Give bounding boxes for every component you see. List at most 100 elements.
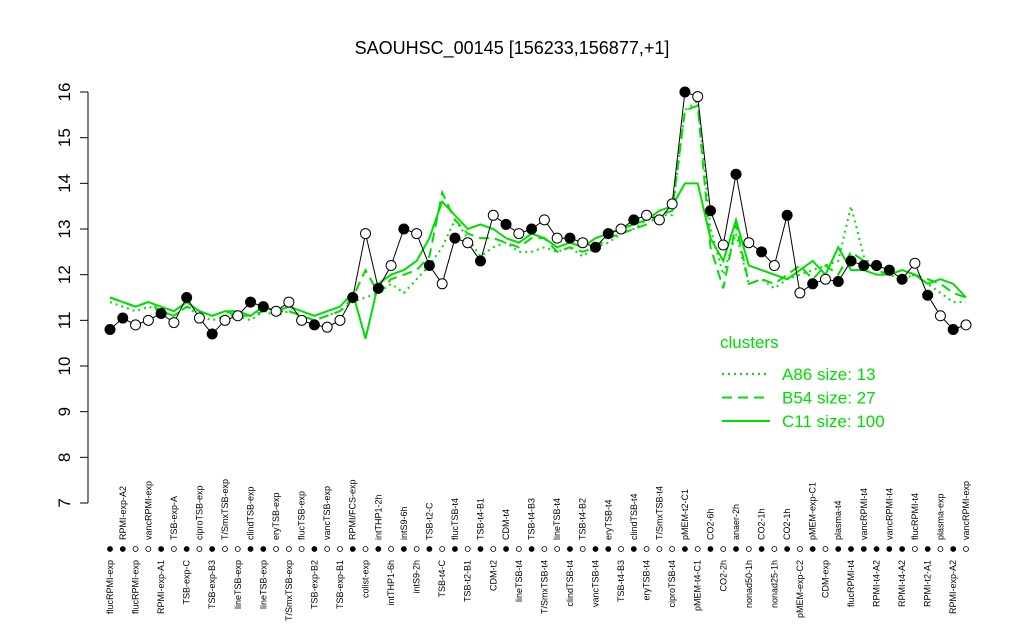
data-point xyxy=(283,296,295,308)
condition-dot xyxy=(196,546,203,552)
condition-label: plasma-exp xyxy=(935,493,945,540)
condition-dot xyxy=(860,546,867,552)
condition-label: CO2-2h xyxy=(718,560,728,592)
data-point xyxy=(347,292,359,303)
condition-label: lineTSB-t4 xyxy=(514,560,524,602)
data-point xyxy=(781,209,793,221)
condition-label: TSB-t4-B3 xyxy=(616,560,626,602)
legend-label: A86 size: 13 xyxy=(782,365,876,384)
y-tick-label: 16 xyxy=(55,83,74,102)
condition-dot xyxy=(362,546,369,552)
data-point xyxy=(845,255,857,267)
condition-label: ciproTSB-exp xyxy=(194,485,204,540)
condition-label: eryTSB-t4 xyxy=(603,499,613,540)
condition-label: RPMI-exp-A2 xyxy=(118,486,128,540)
condition-dot xyxy=(413,546,420,552)
condition-dot xyxy=(375,546,382,552)
data-point xyxy=(411,228,423,240)
condition-label: intS9-2h xyxy=(412,560,422,594)
condition-label: ciproTSB-t4 xyxy=(667,560,677,608)
data-point xyxy=(181,292,193,303)
condition-label: lineTSB-exp xyxy=(258,560,268,609)
data-point xyxy=(589,241,601,253)
condition-dot xyxy=(745,546,752,552)
condition-label: pMEM-exp-C2 xyxy=(795,560,805,618)
condition-label: lineTSB-t4 xyxy=(552,498,562,540)
condition-label: RPMI-t2-A1 xyxy=(923,560,933,607)
condition-label: RPMI-exp-A2 xyxy=(948,560,958,614)
condition-label: clindTSB-t4 xyxy=(629,493,639,540)
data-point xyxy=(743,237,755,249)
data-point xyxy=(168,317,180,329)
condition-dot xyxy=(669,546,676,552)
condition-dot xyxy=(835,546,842,552)
condition-label: CO2-6h xyxy=(705,508,715,540)
data-point xyxy=(219,314,231,326)
condition-dot xyxy=(784,546,791,552)
condition-label: plasma-t4 xyxy=(833,500,843,540)
data-point xyxy=(858,260,870,272)
data-point xyxy=(653,214,665,226)
condition-dot xyxy=(822,546,829,552)
data-point xyxy=(513,228,525,240)
cluster-line xyxy=(109,182,967,339)
condition-dot xyxy=(605,546,612,552)
condition-dot xyxy=(426,546,433,552)
condition-label: TSB-exp-A xyxy=(169,496,179,540)
condition-label: TSB-t2-B1 xyxy=(463,560,473,602)
data-point xyxy=(538,214,550,226)
condition-label: TSB-t4-B1 xyxy=(476,498,486,540)
data-point xyxy=(232,310,244,322)
data-point xyxy=(385,260,397,272)
condition-dot xyxy=(809,546,816,552)
condition-dot xyxy=(937,546,944,552)
condition-label: flucTSB-exp xyxy=(297,491,307,540)
condition-label: vancRPMI-t4 xyxy=(859,488,869,540)
data-point xyxy=(462,237,474,249)
data-point xyxy=(155,307,167,319)
condition-label: TSB-exp-B1 xyxy=(335,560,345,609)
condition-label: TSB-exp-B2 xyxy=(309,560,319,609)
condition-dot xyxy=(528,546,535,552)
condition-label: T/SmxTSB-exp xyxy=(284,560,294,621)
condition-dot xyxy=(439,546,446,552)
data-point xyxy=(423,260,435,272)
data-point xyxy=(308,319,320,331)
condition-label: vancRPMI-exp xyxy=(143,481,153,540)
condition-label: TSB-t4-B2 xyxy=(578,498,588,540)
condition-dot xyxy=(963,546,969,552)
data-point xyxy=(896,273,908,285)
data-point xyxy=(756,246,768,258)
chart-title: SAOUHSC_00145 [156233,156877,+1] xyxy=(355,38,670,59)
y-tick-label: 14 xyxy=(55,174,74,193)
condition-label: anaer-2h xyxy=(731,504,741,540)
data-point xyxy=(577,237,589,249)
condition-label: flucRPMI-t4 xyxy=(846,560,856,607)
condition-dot xyxy=(490,546,497,552)
condition-label: CDM-exp xyxy=(820,560,830,598)
data-point xyxy=(117,312,129,324)
condition-dot xyxy=(298,546,305,552)
data-point xyxy=(130,319,142,331)
condition-label: flucTSB-t4 xyxy=(450,498,460,540)
data-point xyxy=(500,218,512,230)
condition-label: TSB-t2-C xyxy=(424,502,434,540)
condition-label: clindTSB-t4 xyxy=(565,560,575,607)
condition-label: nonad50-1h xyxy=(744,560,754,608)
condition-dot xyxy=(400,546,407,552)
condition-dot xyxy=(337,546,343,552)
condition-label: vancTSB-t4 xyxy=(590,560,600,607)
condition-dot xyxy=(733,546,739,552)
condition-dot xyxy=(643,546,650,552)
condition-dot xyxy=(797,546,803,552)
condition-dot xyxy=(618,546,624,552)
condition-dot xyxy=(886,546,893,552)
data-point xyxy=(398,223,410,235)
data-point xyxy=(296,314,308,326)
condition-dot xyxy=(349,546,356,552)
condition-dot xyxy=(630,546,637,552)
data-point xyxy=(692,91,704,103)
condition-label: TSB-exp-C xyxy=(182,560,192,605)
data-point xyxy=(641,209,653,221)
